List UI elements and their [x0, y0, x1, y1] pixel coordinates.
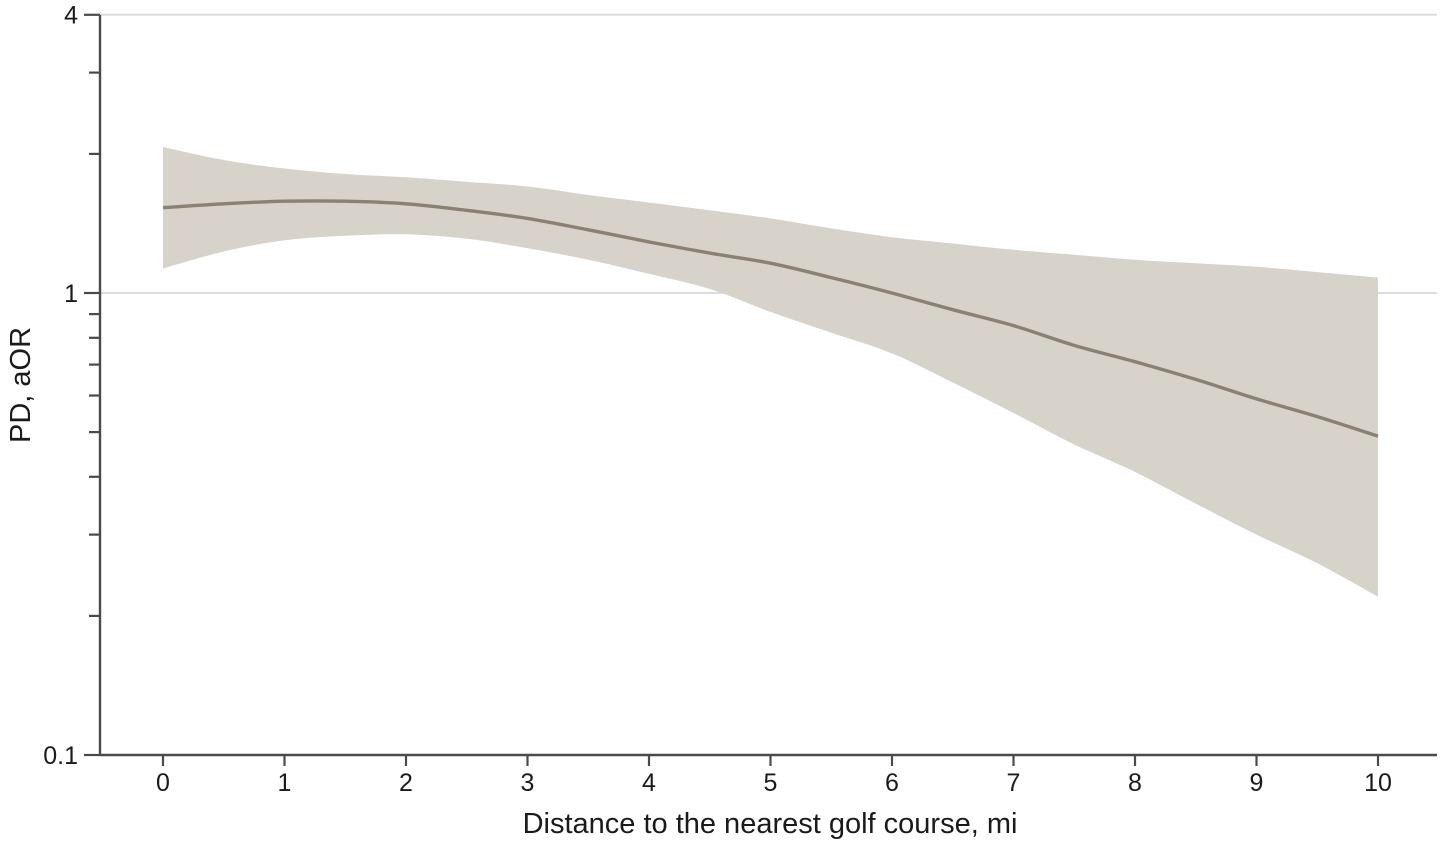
- x-tick-label-10: 10: [1364, 769, 1392, 797]
- x-tick-label-9: 9: [1250, 769, 1264, 797]
- x-tick-label-4: 4: [642, 769, 656, 797]
- x-tick-label-8: 8: [1128, 769, 1142, 797]
- x-tick-label-6: 6: [885, 769, 899, 797]
- axes: [98, 15, 1437, 757]
- tick-marks-and-labels: 4 1 0.1 0 1 2 3 4 5 6 7 8 9 10: [43, 2, 1392, 797]
- y-tick-label-4: 4: [64, 2, 78, 30]
- y-tick-label-1: 1: [64, 280, 78, 308]
- x-tick-label-7: 7: [1007, 769, 1021, 797]
- x-axis-title: Distance to the nearest golf course, mi: [523, 808, 1018, 840]
- x-tick-label-0: 0: [156, 769, 170, 797]
- x-tick-label-3: 3: [521, 769, 535, 797]
- y-tick-label-0.1: 0.1: [43, 742, 78, 770]
- x-tick-label-2: 2: [399, 769, 413, 797]
- y-axis-title: PD, aOR: [5, 327, 37, 443]
- x-tick-label-5: 5: [764, 769, 778, 797]
- confidence-band: [163, 147, 1378, 597]
- x-tick-label-1: 1: [278, 769, 292, 797]
- aor-curve: [162, 199, 1379, 438]
